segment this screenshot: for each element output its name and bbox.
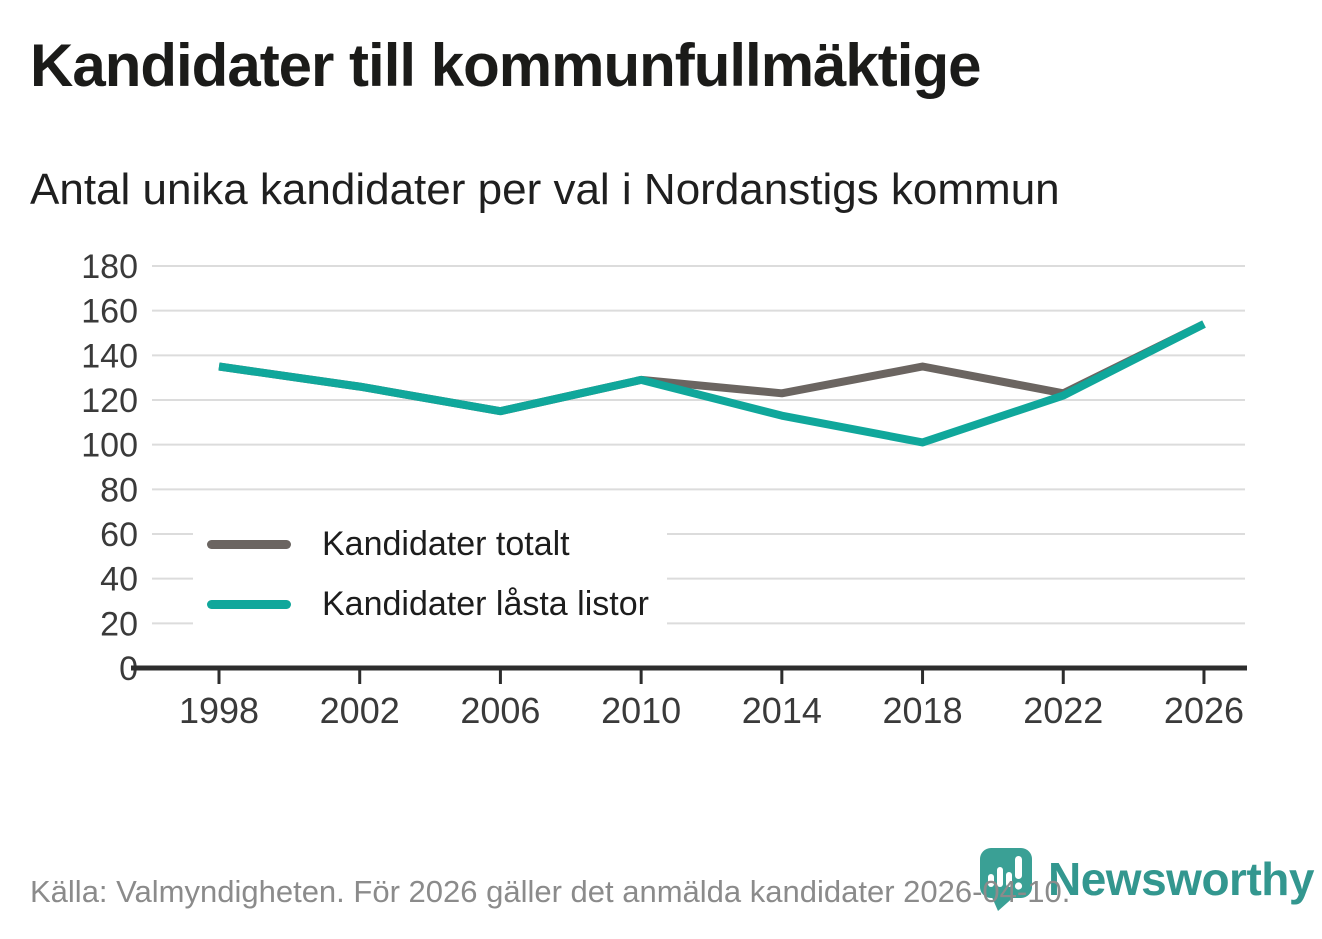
legend-swatch-lasta-listor	[207, 599, 291, 609]
y-axis-tick-label: 160	[81, 293, 138, 331]
y-axis-tick-label: 100	[81, 427, 138, 465]
y-axis-tick-label: 60	[100, 516, 138, 554]
legend-label-lasta-listor: Kandidater låsta listor	[322, 585, 649, 623]
y-axis-tick-label: 80	[100, 471, 138, 509]
x-axis-tick-label: 2010	[601, 690, 681, 731]
logo-bar-3	[1006, 872, 1012, 887]
x-axis-tick-label: 2018	[883, 690, 963, 731]
series-line-lasta-listor	[218, 320, 1206, 447]
legend-item-totalt: Kandidater totalt	[207, 524, 649, 564]
y-axis-tick-label: 120	[81, 382, 138, 420]
y-axis-tick-label: 180	[81, 248, 138, 286]
y-axis-tick-label: 20	[100, 605, 138, 643]
x-axis-tick-label: 2002	[320, 690, 400, 731]
y-axis-tick-label: 140	[81, 337, 138, 375]
logo-exclamation-bar	[1015, 856, 1022, 879]
logo-bar-2	[997, 867, 1003, 887]
x-axis-tick-label: 2026	[1164, 690, 1244, 731]
logo-exclamation-dot	[1014, 882, 1023, 890]
x-axis-tick-label: 2006	[460, 690, 540, 731]
chart-legend: Kandidater totalt Kandidater låsta listo…	[193, 514, 667, 640]
y-axis-tick-label: 0	[119, 650, 138, 688]
chart-subtitle: Antal unika kandidater per val i Nordans…	[30, 165, 1060, 214]
legend-item-lasta-listor: Kandidater låsta listor	[207, 584, 649, 624]
legend-swatch-totalt	[207, 539, 291, 549]
x-axis-tick-label: 2014	[742, 690, 822, 731]
page-title: Kandidater till kommunfullmäktige	[30, 32, 981, 99]
x-axis-tick-label: 1998	[179, 690, 259, 731]
source-note: Källa: Valmyndigheten. För 2026 gäller d…	[30, 874, 1071, 909]
newsworthy-logo: Newsworthy	[980, 848, 1320, 918]
line-chart: 0 20 40 60 80 100 120 140 160 180 1998 2002 2006 2010…	[81, 248, 1247, 731]
y-axis-tick-label: 40	[100, 561, 138, 599]
legend-label-totalt: Kandidater totalt	[322, 525, 570, 563]
newsworthy-wordmark: Newsworthy	[1048, 853, 1314, 905]
newsworthy-pin-icon	[980, 848, 1032, 911]
logo-bar-1	[988, 874, 994, 887]
x-axis-tick-label: 2022	[1023, 690, 1103, 731]
